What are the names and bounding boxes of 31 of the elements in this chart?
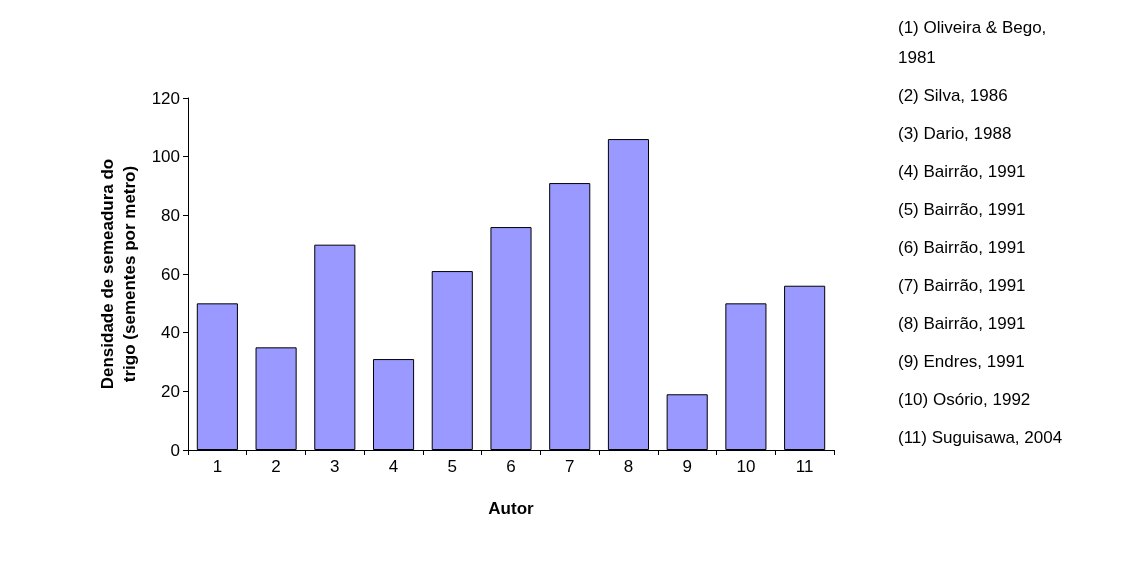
y-tick-label: 100 xyxy=(151,147,180,167)
x-tick-label: 8 xyxy=(623,457,634,476)
text: (4) Bairrão, 1991 xyxy=(898,161,1026,181)
x-tick-label: 6 xyxy=(506,457,516,476)
text: (10) Osório, 1992 xyxy=(898,389,1031,409)
y-tick-label: 60 xyxy=(161,264,180,284)
x-axis-title: Autor xyxy=(488,499,535,518)
y-tick-label: 20 xyxy=(161,381,180,401)
x-tick-label: 4 xyxy=(388,457,399,476)
text: (8) Bairrão, 1991 xyxy=(898,313,1026,333)
y-tick-label: 80 xyxy=(161,205,180,225)
text: (3) Dario, 1988 xyxy=(898,123,1012,143)
x-tick-label: 1 xyxy=(212,457,223,476)
y-tick-label: 40 xyxy=(161,323,180,343)
y-axis-title: Densidade de semeadura do trigo (sementes por metro) xyxy=(98,158,140,390)
x-tick-label: 7 xyxy=(564,457,575,476)
text: (7) Bairrão, 1991 xyxy=(898,275,1026,295)
x-tick-label: 9 xyxy=(682,457,692,476)
y-tick-label: 0 xyxy=(170,440,180,460)
text: (11) Suguisawa, 2004 xyxy=(898,427,1063,447)
y-tick-label: 120 xyxy=(151,88,180,108)
x-tick-label: 10 xyxy=(736,457,756,476)
x-tick-label: 3 xyxy=(330,457,340,476)
text: (5) Bairrão, 1991 xyxy=(898,199,1026,219)
x-tick-label: 11 xyxy=(795,457,814,476)
text: (6) Bairrão, 1991 xyxy=(898,237,1026,257)
x-tick-label: 2 xyxy=(271,457,281,476)
text: (1) Oliveira & Bego, 1981 xyxy=(898,17,1047,67)
x-tick-label: 5 xyxy=(447,457,458,476)
text: (2) Silva, 1986 xyxy=(898,85,1008,105)
text: (9) Endres, 1991 xyxy=(898,351,1025,371)
